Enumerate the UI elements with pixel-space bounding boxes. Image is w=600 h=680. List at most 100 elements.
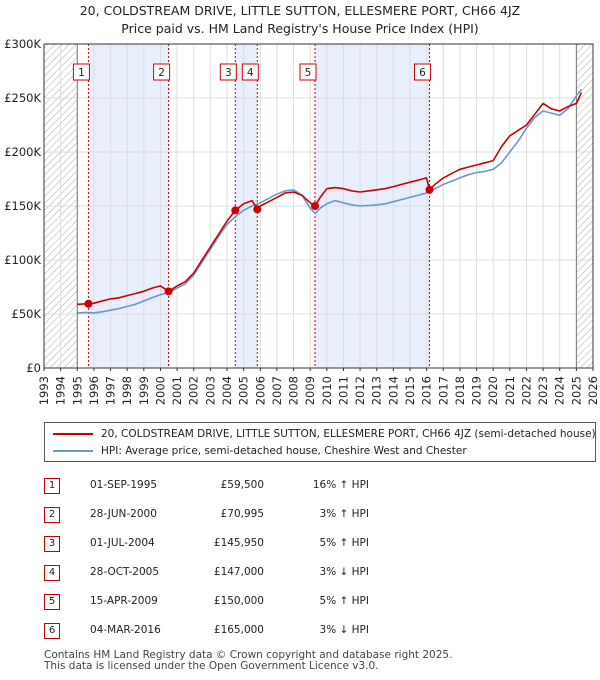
x-tick-label: 2001	[170, 376, 184, 405]
y-tick-label: £300K	[4, 37, 41, 51]
sale-price: £150,000	[213, 595, 264, 607]
sale-label-number: 1	[78, 67, 85, 79]
x-tick-label: 2026	[586, 376, 600, 405]
x-tick-label: 1996	[87, 376, 101, 405]
sale-label-number: 5	[305, 67, 312, 79]
x-tick-label: 2015	[403, 376, 417, 405]
sale-row: 3 01-JUL-2004 £145,950 5% ↑ HPI	[44, 536, 384, 556]
sale-row: 1 01-SEP-1995 £59,500 16% ↑ HPI	[44, 478, 384, 498]
sale-date: 28-JUN-2000	[90, 508, 157, 520]
sale-hpi-delta: 3% ↓ HPI	[319, 566, 369, 578]
y-tick-label: £50K	[12, 307, 42, 321]
legend-item-hpi: HPI: Average price, semi-detached house,…	[53, 443, 467, 459]
x-tick-label: 2005	[237, 376, 251, 405]
x-tick-label: 2017	[436, 376, 450, 405]
sale-date: 28-OCT-2005	[90, 566, 159, 578]
x-tick-label: 2020	[486, 376, 500, 405]
sale-label-box	[241, 63, 259, 81]
x-tick-label: 1999	[137, 376, 151, 405]
sale-row: 6 04-MAR-2016 £165,000 3% ↓ HPI	[44, 623, 384, 643]
x-tick-label: 2022	[519, 376, 533, 405]
legend: 20, COLDSTREAM DRIVE, LITTLE SUTTON, ELL…	[44, 422, 596, 462]
x-tick-label: 2024	[553, 376, 567, 405]
x-tick-label: 2021	[503, 376, 517, 405]
x-tick-label: 2012	[353, 376, 367, 405]
sale-price: £165,000	[213, 624, 264, 636]
sale-hpi-delta: 3% ↓ HPI	[319, 624, 369, 636]
sale-label-number: 6	[419, 67, 426, 79]
legend-property-label: 20, COLDSTREAM DRIVE, LITTLE SUTTON, ELL…	[101, 428, 596, 440]
x-tick-label: 1995	[70, 376, 84, 405]
sale-date: 01-JUL-2004	[90, 537, 155, 549]
sale-number-badge: 5	[44, 594, 60, 610]
sale-hpi-delta: 3% ↑ HPI	[319, 508, 369, 520]
sale-point	[425, 185, 434, 194]
sale-label-number: 4	[247, 67, 254, 79]
sale-number-badge: 6	[44, 623, 60, 639]
x-tick-label: 2008	[287, 376, 301, 405]
sale-label-box	[153, 63, 171, 81]
x-tick-label: 2009	[303, 376, 317, 405]
sale-row: 2 28-JUN-2000 £70,995 3% ↑ HPI	[44, 507, 384, 527]
sale-price: £147,000	[213, 566, 264, 578]
footer: Contains HM Land Registry data © Crown c…	[44, 650, 452, 672]
sale-row: 4 28-OCT-2005 £147,000 3% ↓ HPI	[44, 565, 384, 585]
y-tick-label: £250K	[4, 91, 41, 105]
x-tick-label: 1994	[54, 376, 68, 405]
y-tick-label: £150K	[4, 199, 41, 213]
x-tick-label: 2014	[386, 376, 400, 405]
sale-number-badge: 1	[44, 478, 60, 494]
sale-label-number: 3	[225, 67, 232, 79]
sale-number-badge: 2	[44, 507, 60, 523]
x-tick-label: 2010	[320, 376, 334, 405]
sale-label-box	[299, 63, 317, 81]
x-tick-label: 2023	[536, 376, 550, 405]
sale-point	[311, 202, 320, 210]
x-tick-label: 2013	[370, 376, 384, 405]
legend-red-line-icon	[53, 433, 93, 435]
legend-blue-line-icon	[53, 450, 93, 452]
x-tick-label: 2018	[453, 376, 467, 405]
plot-frame	[43, 43, 594, 369]
sale-hpi-delta: 16% ↑ HPI	[312, 479, 369, 491]
chart-title-line1: 20, COLDSTREAM DRIVE, LITTLE SUTTON, ELL…	[79, 3, 521, 18]
x-tick-label: 1997	[104, 376, 118, 405]
y-tick-label: £200K	[4, 145, 41, 159]
x-tick-label: 2006	[253, 376, 267, 405]
sale-price: £145,950	[213, 537, 264, 549]
sale-point	[231, 206, 240, 215]
legend-hpi-label: HPI: Average price, semi-detached house,…	[101, 445, 467, 457]
footer-copyright: Contains HM Land Registry data © Crown c…	[44, 649, 453, 661]
sale-label-number: 2	[158, 67, 165, 79]
sale-hpi-delta: 5% ↑ HPI	[319, 537, 369, 549]
chart-title: 20, COLDSTREAM DRIVE, LITTLE SUTTON, ELL…	[0, 2, 600, 38]
x-tick-label: 1993	[37, 376, 51, 405]
x-tick-label: 2007	[270, 376, 284, 405]
sale-number-badge: 3	[44, 536, 60, 552]
y-tick-label: £0	[26, 361, 41, 375]
sale-hpi-delta: 5% ↑ HPI	[319, 595, 369, 607]
sale-date: 15-APR-2009	[90, 595, 158, 607]
chart-title-line2: Price paid vs. HM Land Registry's House …	[121, 21, 479, 36]
x-tick-label: 2000	[153, 376, 167, 405]
y-tick-label: £100K	[4, 253, 41, 267]
sale-point	[164, 287, 173, 296]
sale-label-box	[219, 63, 237, 81]
sale-point	[253, 205, 262, 214]
sale-number-badge: 4	[44, 565, 60, 581]
legend-item-property: 20, COLDSTREAM DRIVE, LITTLE SUTTON, ELL…	[53, 426, 596, 442]
x-tick-label: 2016	[420, 376, 434, 405]
sale-price: £70,995	[220, 508, 264, 520]
sale-label-box	[413, 63, 431, 81]
sale-date: 01-SEP-1995	[90, 479, 158, 491]
hpi-line	[77, 88, 583, 314]
sale-row: 5 15-APR-2009 £150,000 5% ↑ HPI	[44, 594, 384, 614]
x-tick-label: 2002	[187, 376, 201, 405]
footer-licence: This data is licensed under the Open Gov…	[44, 660, 379, 672]
sale-label-box	[72, 63, 90, 81]
sale-point	[84, 299, 93, 308]
x-tick-label: 2011	[336, 376, 350, 405]
x-tick-label: 1998	[120, 376, 134, 405]
price-chart: 1 2 3 4 5 6 £0 £50K £100K £150K £200K £250K £300K 19…	[4, 37, 600, 405]
sale-price: £59,500	[220, 479, 264, 491]
